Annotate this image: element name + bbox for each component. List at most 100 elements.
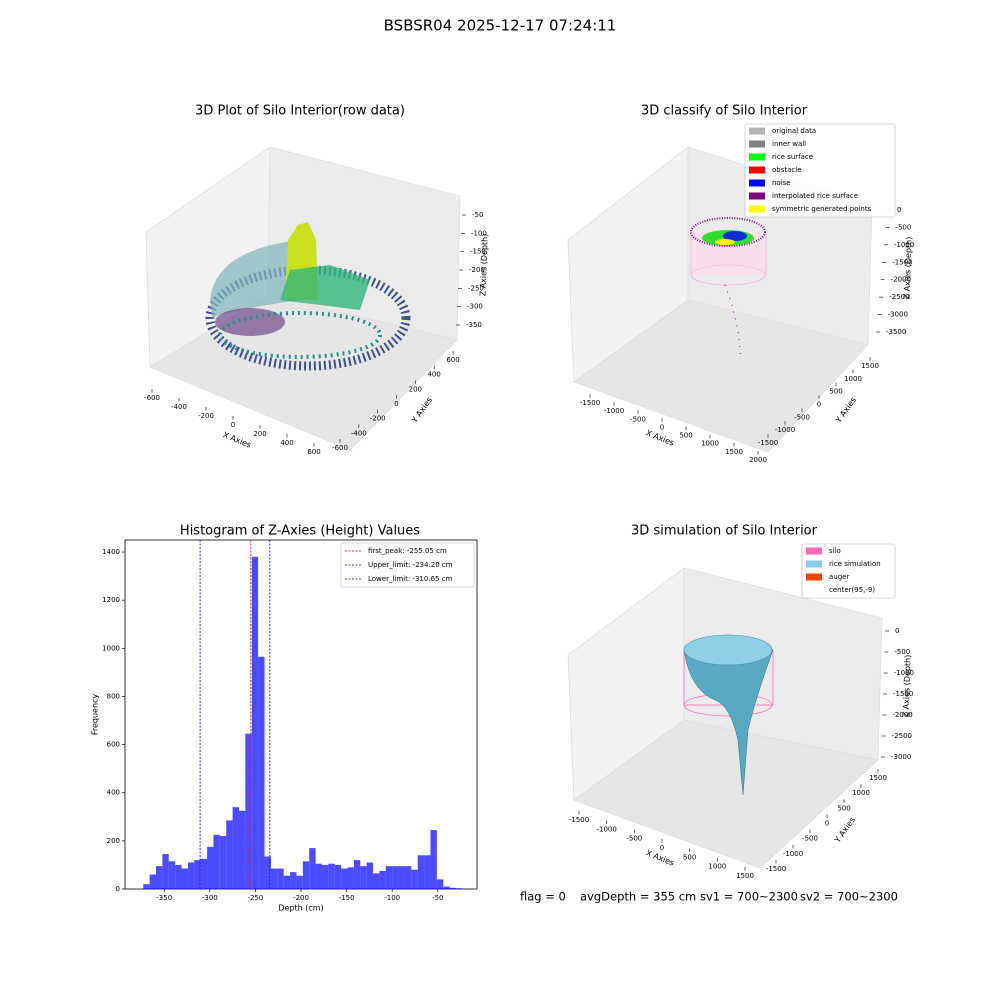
y-axis-label: Y Axies bbox=[832, 816, 857, 846]
x-tick-label: -500 bbox=[630, 415, 646, 423]
z-tick-label: -1500 bbox=[892, 258, 912, 266]
y-tick-label: -200 bbox=[370, 415, 386, 423]
bar bbox=[347, 867, 354, 889]
status-text: flag = 0 bbox=[520, 890, 566, 904]
status-text: sv2 = 700~2300 bbox=[800, 890, 898, 904]
panel-title: Histogram of Z-Axies (Height) Values bbox=[180, 524, 420, 539]
z-axis-label: Z Axies (Depth) bbox=[478, 234, 489, 297]
z-tick-label: -2000 bbox=[891, 276, 911, 284]
y-tick-label: 600 bbox=[107, 741, 120, 749]
bar bbox=[187, 862, 195, 889]
bar bbox=[360, 866, 367, 889]
legend-swatch bbox=[749, 153, 765, 161]
legend-label: Upper_limit: -234.20 cm bbox=[368, 561, 453, 569]
legend-swatch bbox=[749, 205, 765, 213]
panel-title: 3D classify of Silo Interior bbox=[641, 104, 808, 119]
z-tick-label: -350 bbox=[466, 321, 482, 329]
y-tick-label: 1400 bbox=[102, 548, 120, 556]
status-text: avgDepth = 355 cm bbox=[580, 890, 696, 904]
bar bbox=[379, 870, 386, 889]
x-tick-label: 1000 bbox=[701, 440, 719, 448]
bar bbox=[245, 733, 252, 889]
legend-label: rice surface bbox=[772, 153, 813, 161]
legend-box bbox=[744, 123, 896, 218]
y-tick-label: 1000 bbox=[844, 375, 862, 383]
x-tick-label: 0 bbox=[660, 844, 664, 852]
z-tick-label: -250 bbox=[468, 284, 484, 292]
x-tick-label: 200 bbox=[253, 430, 266, 438]
legend-swatch bbox=[806, 560, 822, 568]
y-tick-label: 500 bbox=[837, 804, 850, 812]
bar bbox=[385, 866, 393, 889]
legend-label: obstacle bbox=[772, 166, 802, 174]
legend-box bbox=[801, 543, 896, 599]
axes-frame bbox=[124, 539, 478, 890]
z-tick-label: -150 bbox=[470, 248, 486, 256]
z-tick-label: 0 bbox=[895, 627, 899, 635]
y-tick-label: 0 bbox=[116, 885, 120, 893]
bar bbox=[353, 860, 361, 889]
bar bbox=[436, 879, 444, 889]
bar bbox=[302, 861, 310, 889]
legend-box bbox=[340, 542, 475, 588]
bar bbox=[366, 862, 374, 889]
z-tick-label: -500 bbox=[895, 223, 911, 231]
x-tick-label: -200 bbox=[293, 894, 309, 902]
bar bbox=[200, 858, 208, 889]
x-axis-label: X Axies bbox=[222, 430, 253, 449]
bar bbox=[373, 873, 380, 889]
y-tick-label: 600 bbox=[446, 356, 459, 364]
legend-swatch bbox=[749, 192, 765, 200]
x-tick-label: 2000 bbox=[749, 456, 767, 464]
bar bbox=[232, 807, 239, 889]
silo-simulation bbox=[683, 634, 774, 796]
bar bbox=[290, 872, 297, 889]
y-tick-label: 0 bbox=[817, 401, 821, 409]
bar bbox=[417, 855, 425, 889]
panes-4 bbox=[567, 567, 883, 869]
y-tick-label: 0 bbox=[394, 400, 398, 408]
panel-title: 3D Plot of Silo Interior(row data) bbox=[195, 104, 405, 119]
legend-swatch bbox=[749, 140, 765, 148]
x-axis-label: Depth (cm) bbox=[278, 904, 323, 913]
bar bbox=[175, 864, 182, 889]
x-tick-label: 1000 bbox=[708, 863, 726, 871]
bar bbox=[309, 848, 316, 889]
legend-swatch bbox=[749, 166, 765, 174]
legend-label: first_peak: -255.05 cm bbox=[368, 547, 447, 555]
z-tick-label: -2500 bbox=[889, 293, 909, 301]
z-tick-label: -3500 bbox=[886, 328, 906, 336]
x-tick-label: 1500 bbox=[736, 872, 754, 880]
z-tick-label: 0 bbox=[897, 206, 901, 214]
y-tick-label: 400 bbox=[427, 371, 440, 379]
y-tick-label: 400 bbox=[107, 789, 120, 797]
z-axis-label: Z Axies (Depth) bbox=[901, 655, 912, 718]
x-tick-label: -100 bbox=[384, 894, 400, 902]
legend-label: center(95,-9) bbox=[829, 586, 875, 594]
z-axis-label: Z Axies (Depth) bbox=[902, 237, 913, 300]
bar bbox=[238, 810, 246, 889]
x-tick-label: -250 bbox=[247, 894, 263, 902]
bar bbox=[430, 830, 437, 889]
x-tick-label: 600 bbox=[307, 448, 320, 456]
x-tick-label: -1000 bbox=[596, 825, 616, 833]
z-tick-label: -2500 bbox=[892, 732, 912, 740]
legend-label: inner wall bbox=[772, 140, 806, 148]
y-tick-label: -500 bbox=[802, 835, 818, 843]
bar bbox=[398, 866, 405, 889]
y-tick-label: 500 bbox=[829, 388, 842, 396]
y-tick-label: 1000 bbox=[102, 644, 120, 652]
bar bbox=[424, 855, 431, 889]
x-tick-label: -200 bbox=[198, 412, 214, 420]
bar bbox=[168, 861, 176, 889]
legend-label: noise bbox=[772, 179, 791, 187]
bar bbox=[251, 556, 259, 889]
bar bbox=[226, 820, 233, 889]
y-tick-label: -1000 bbox=[775, 426, 795, 434]
y-tick-label: 1200 bbox=[102, 596, 120, 604]
y-axis-label: Frequency bbox=[91, 694, 100, 736]
legend-label: silo bbox=[829, 547, 841, 555]
z-tick-label: -100 bbox=[471, 229, 487, 237]
legend-label: Lower_limit: -310.65 cm bbox=[368, 575, 453, 583]
